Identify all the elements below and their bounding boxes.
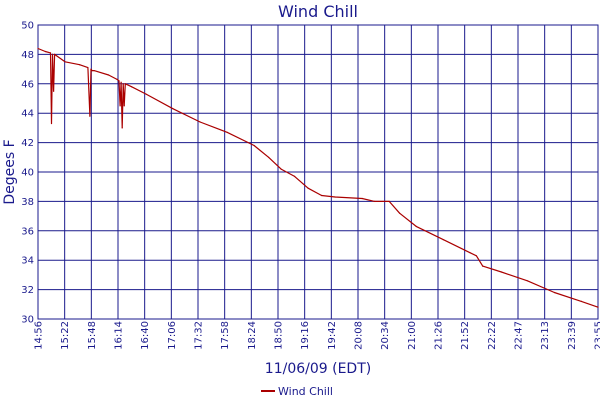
- x-tick-label: 21:52: [460, 321, 471, 350]
- x-tick-label: 16:40: [140, 321, 151, 350]
- data-point: [64, 61, 66, 63]
- x-tick-label: 16:14: [114, 321, 125, 350]
- x-tick-label: 17:06: [167, 321, 178, 350]
- data-point: [49, 52, 52, 54]
- x-tick-label: 21:00: [407, 321, 418, 350]
- x-tick-label: 15:48: [87, 321, 98, 350]
- data-point: [51, 53, 54, 56]
- data-point: [580, 300, 583, 302]
- data-point: [50, 122, 53, 125]
- data-point: [123, 105, 125, 107]
- legend: Wind Chill: [261, 385, 333, 398]
- x-tick-label: 23:39: [567, 321, 578, 350]
- data-point: [500, 271, 502, 273]
- x-axis-label: 11/06/09 (EDT): [265, 361, 371, 377]
- data-point: [122, 83, 124, 85]
- x-axis-ticks: 14:56 15:22 15:48 16:14 16:40 17:06 17:32 17:58…: [34, 321, 600, 350]
- plot-border: [37, 24, 599, 320]
- x-tick-label: 17:58: [220, 321, 231, 350]
- y-tick-label: 48: [21, 50, 34, 61]
- y-tick-label: 44: [21, 109, 34, 120]
- data-point: [119, 105, 121, 107]
- chart-title: Wind Chill: [278, 2, 358, 21]
- x-tick-label: 19:42: [327, 321, 338, 350]
- data-point: [53, 90, 55, 92]
- data-point: [226, 131, 228, 133]
- data-point: [361, 197, 363, 200]
- data-point: [172, 108, 174, 110]
- data-point: [79, 64, 81, 66]
- data-point: [415, 225, 417, 227]
- data-point: [124, 83, 126, 85]
- data-point: [280, 168, 282, 170]
- data-point: [108, 74, 110, 76]
- data-point: [399, 212, 401, 214]
- data-point: [442, 239, 444, 241]
- x-tick-label: 20:34: [380, 321, 391, 350]
- data-point: [475, 255, 477, 257]
- y-axis-label: Degees F: [2, 139, 18, 204]
- data-point: [37, 47, 39, 50]
- x-tick-label: 18:24: [247, 321, 258, 350]
- data-point: [118, 80, 120, 82]
- data-point: [321, 194, 323, 197]
- data-point: [388, 200, 390, 202]
- data-point: [334, 196, 336, 198]
- x-tick-label: 22:22: [487, 321, 498, 350]
- data-point: [482, 265, 484, 267]
- x-tick-label: 19:16: [300, 321, 311, 350]
- data-point: [553, 291, 556, 294]
- x-tick-label: 15:22: [60, 321, 71, 350]
- data-point: [469, 252, 471, 254]
- data-point: [90, 68, 92, 70]
- x-tick-label: 21:26: [434, 321, 445, 350]
- series-layer: [37, 47, 599, 308]
- chart-grid: [37, 24, 599, 320]
- y-tick-label: 30: [21, 315, 34, 326]
- data-point: [526, 280, 529, 282]
- y-tick-label: 42: [21, 138, 34, 149]
- data-point: [93, 70, 95, 72]
- y-tick-label: 32: [21, 285, 34, 296]
- data-point: [89, 115, 91, 117]
- data-point: [374, 200, 376, 202]
- x-tick-label: 17:32: [194, 321, 205, 350]
- data-point: [130, 86, 133, 88]
- data-point: [121, 127, 123, 129]
- data-point: [597, 306, 599, 308]
- data-point: [120, 81, 122, 83]
- y-tick-label: 34: [21, 256, 34, 267]
- data-point: [87, 67, 89, 69]
- x-tick-label: 23:13: [540, 321, 551, 350]
- data-point: [54, 53, 56, 56]
- x-tick-label: 18:50: [274, 321, 285, 350]
- data-point: [116, 78, 118, 80]
- legend-label: Wind Chill: [278, 385, 333, 398]
- x-tick-label: 20:08: [354, 321, 365, 350]
- data-point: [44, 50, 46, 53]
- y-tick-label: 46: [21, 79, 34, 90]
- x-tick-label: 14:56: [34, 321, 45, 350]
- data-point: [307, 187, 309, 189]
- data-point: [253, 144, 255, 147]
- y-tick-label: 40: [21, 168, 34, 179]
- data-point: [199, 121, 201, 123]
- data-point: [145, 93, 147, 95]
- y-tick-label: 38: [21, 197, 34, 208]
- data-point: [294, 175, 296, 177]
- series-line: [37, 47, 599, 308]
- y-tick-label: 36: [21, 226, 34, 237]
- data-point: [91, 70, 93, 72]
- y-axis-ticks: 30 32 34 36 38 40 42 44 46 48 50: [21, 21, 34, 326]
- y-tick-label: 50: [21, 21, 34, 32]
- data-point: [268, 156, 270, 158]
- x-tick-label: 23:55: [594, 321, 600, 350]
- x-tick-label: 22:47: [514, 321, 525, 350]
